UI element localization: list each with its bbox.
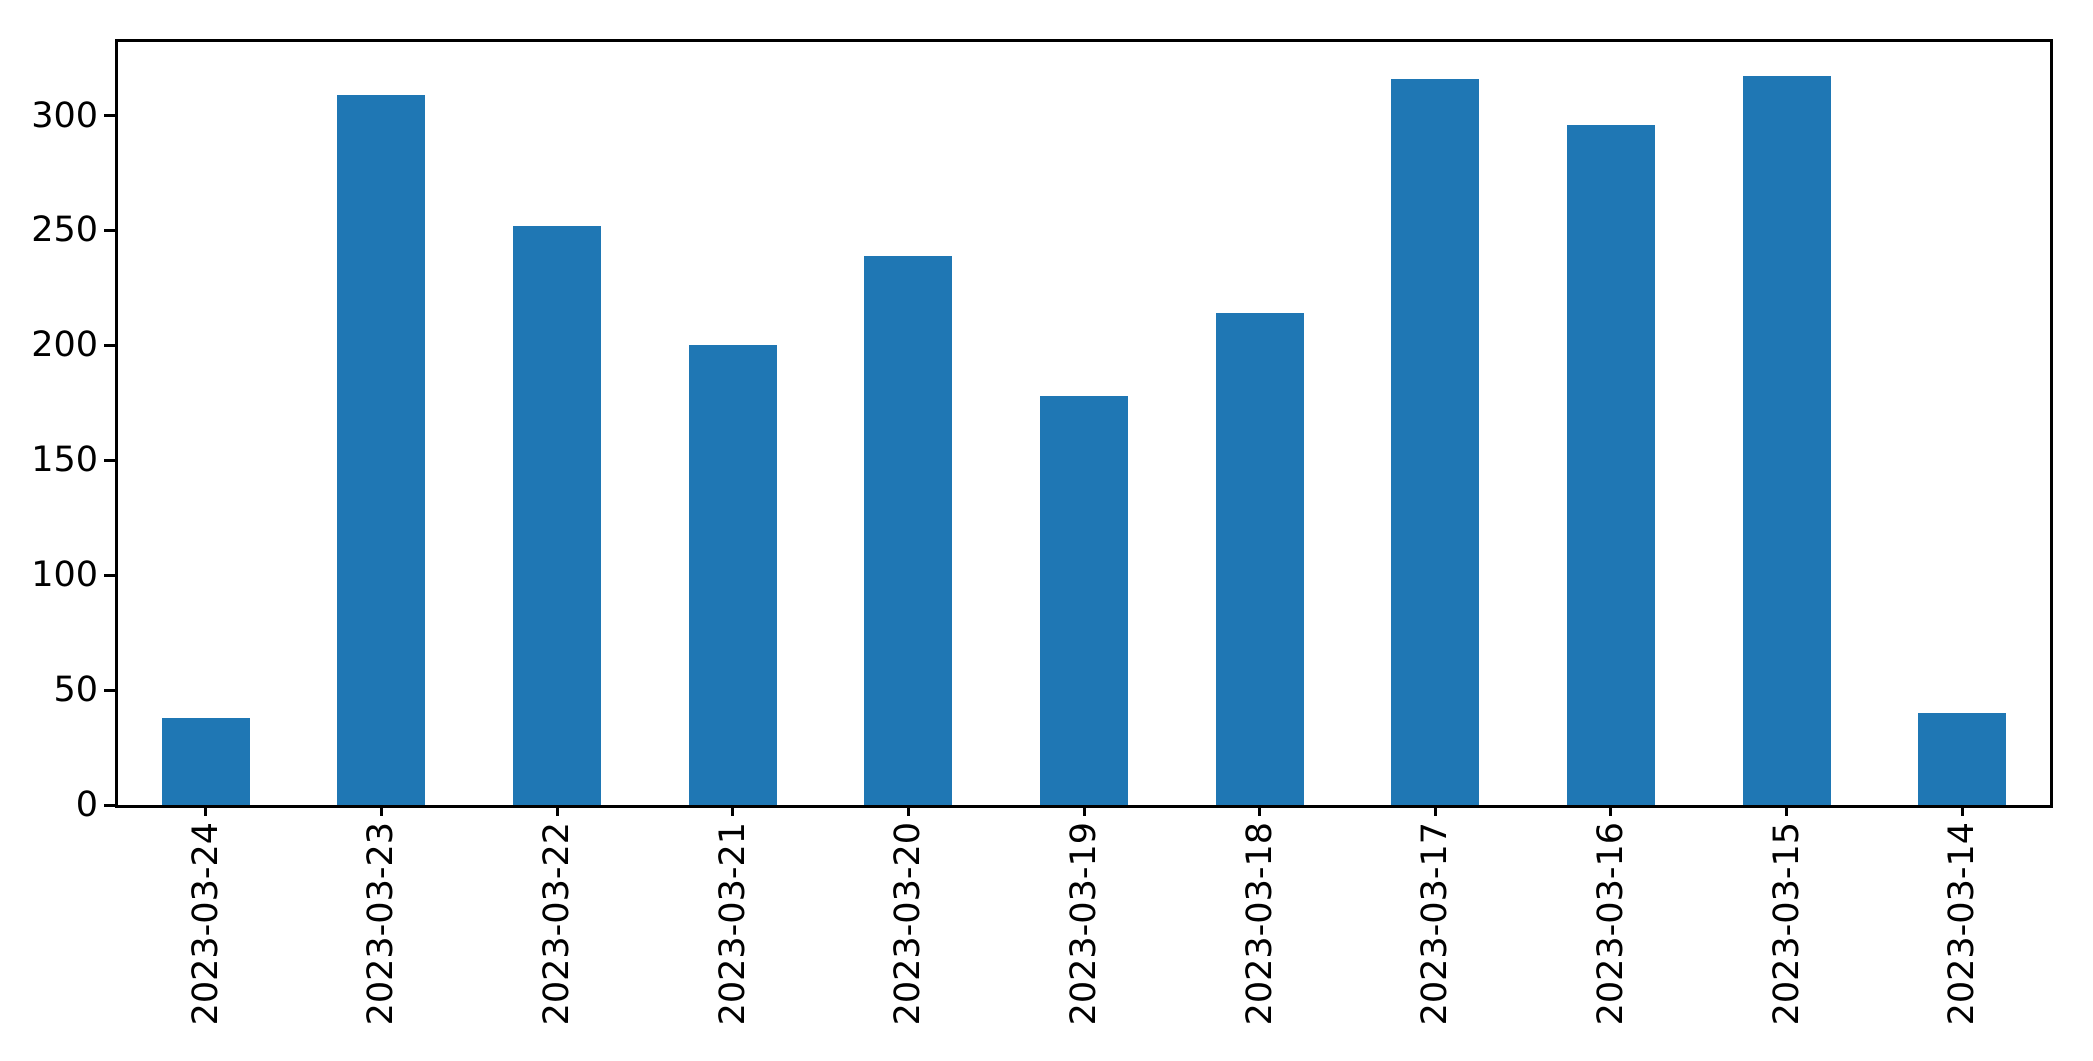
x-tick-label-2023-03-19: 2023-03-19 <box>1064 822 1104 1026</box>
y-tick-mark-300 <box>104 114 115 118</box>
y-tick-label-50: 50 <box>53 670 98 711</box>
x-tick-mark-2023-03-21 <box>731 805 735 816</box>
x-tick-label-2023-03-20: 2023-03-20 <box>888 822 929 1026</box>
y-tick-label-150: 150 <box>31 440 98 481</box>
x-tick-label-2023-03-18: 2023-03-18 <box>1239 822 1280 1026</box>
x-tick-label-2023-03-16: 2023-03-16 <box>1590 822 1631 1026</box>
x-tick-label-2023-03-24: 2023-03-24 <box>185 822 226 1026</box>
y-tick-mark-100 <box>104 573 115 577</box>
y-tick-label-0: 0 <box>75 785 98 825</box>
x-tick-label-2023-03-15: 2023-03-15 <box>1766 822 1807 1026</box>
y-tick-mark-0 <box>104 803 115 807</box>
x-tick-mark-2023-03-18 <box>1258 805 1262 816</box>
x-tick-label-2023-03-17: 2023-03-17 <box>1415 822 1456 1026</box>
bar-2023-03-21 <box>688 345 777 805</box>
x-tick-mark-2023-03-24 <box>204 805 208 816</box>
x-tick-label-2023-03-23: 2023-03-23 <box>361 822 402 1026</box>
bar-2023-03-15 <box>1742 76 1831 805</box>
bar-2023-03-18 <box>1215 313 1304 805</box>
y-tick-label-100: 100 <box>31 555 98 596</box>
y-tick-label-200: 200 <box>31 325 98 366</box>
y-tick-mark-150 <box>104 458 115 462</box>
x-tick-mark-2023-03-17 <box>1433 805 1437 816</box>
bar-2023-03-24 <box>161 717 250 805</box>
bar-2023-03-14 <box>1918 713 2007 805</box>
bar-2023-03-16 <box>1566 124 1655 805</box>
bar-2023-03-20 <box>864 255 953 805</box>
y-tick-mark-250 <box>104 228 115 232</box>
plot-area <box>115 39 2053 808</box>
x-tick-mark-2023-03-15 <box>1785 805 1789 816</box>
x-tick-mark-2023-03-23 <box>379 805 383 816</box>
x-tick-label-2023-03-14: 2023-03-14 <box>1942 822 1983 1026</box>
y-tick-mark-50 <box>104 688 115 692</box>
bar-2023-03-19 <box>1040 395 1128 805</box>
bar-2023-03-22 <box>513 225 602 805</box>
y-tick-label-300: 300 <box>31 95 98 136</box>
x-tick-mark-2023-03-20 <box>906 805 910 816</box>
x-tick-label-2023-03-22: 2023-03-22 <box>537 822 578 1026</box>
x-tick-mark-2023-03-22 <box>555 805 559 816</box>
x-tick-mark-2023-03-14 <box>1960 805 1964 816</box>
bar-2023-03-23 <box>337 94 426 805</box>
x-tick-label-2023-03-21: 2023-03-21 <box>712 822 753 1026</box>
x-tick-mark-2023-03-16 <box>1609 805 1613 816</box>
bars-container <box>118 42 2050 805</box>
x-tick-mark-2023-03-19 <box>1082 805 1086 816</box>
y-tick-label-250: 250 <box>31 210 98 251</box>
y-tick-mark-200 <box>104 343 115 347</box>
bar-2023-03-17 <box>1391 78 1480 805</box>
